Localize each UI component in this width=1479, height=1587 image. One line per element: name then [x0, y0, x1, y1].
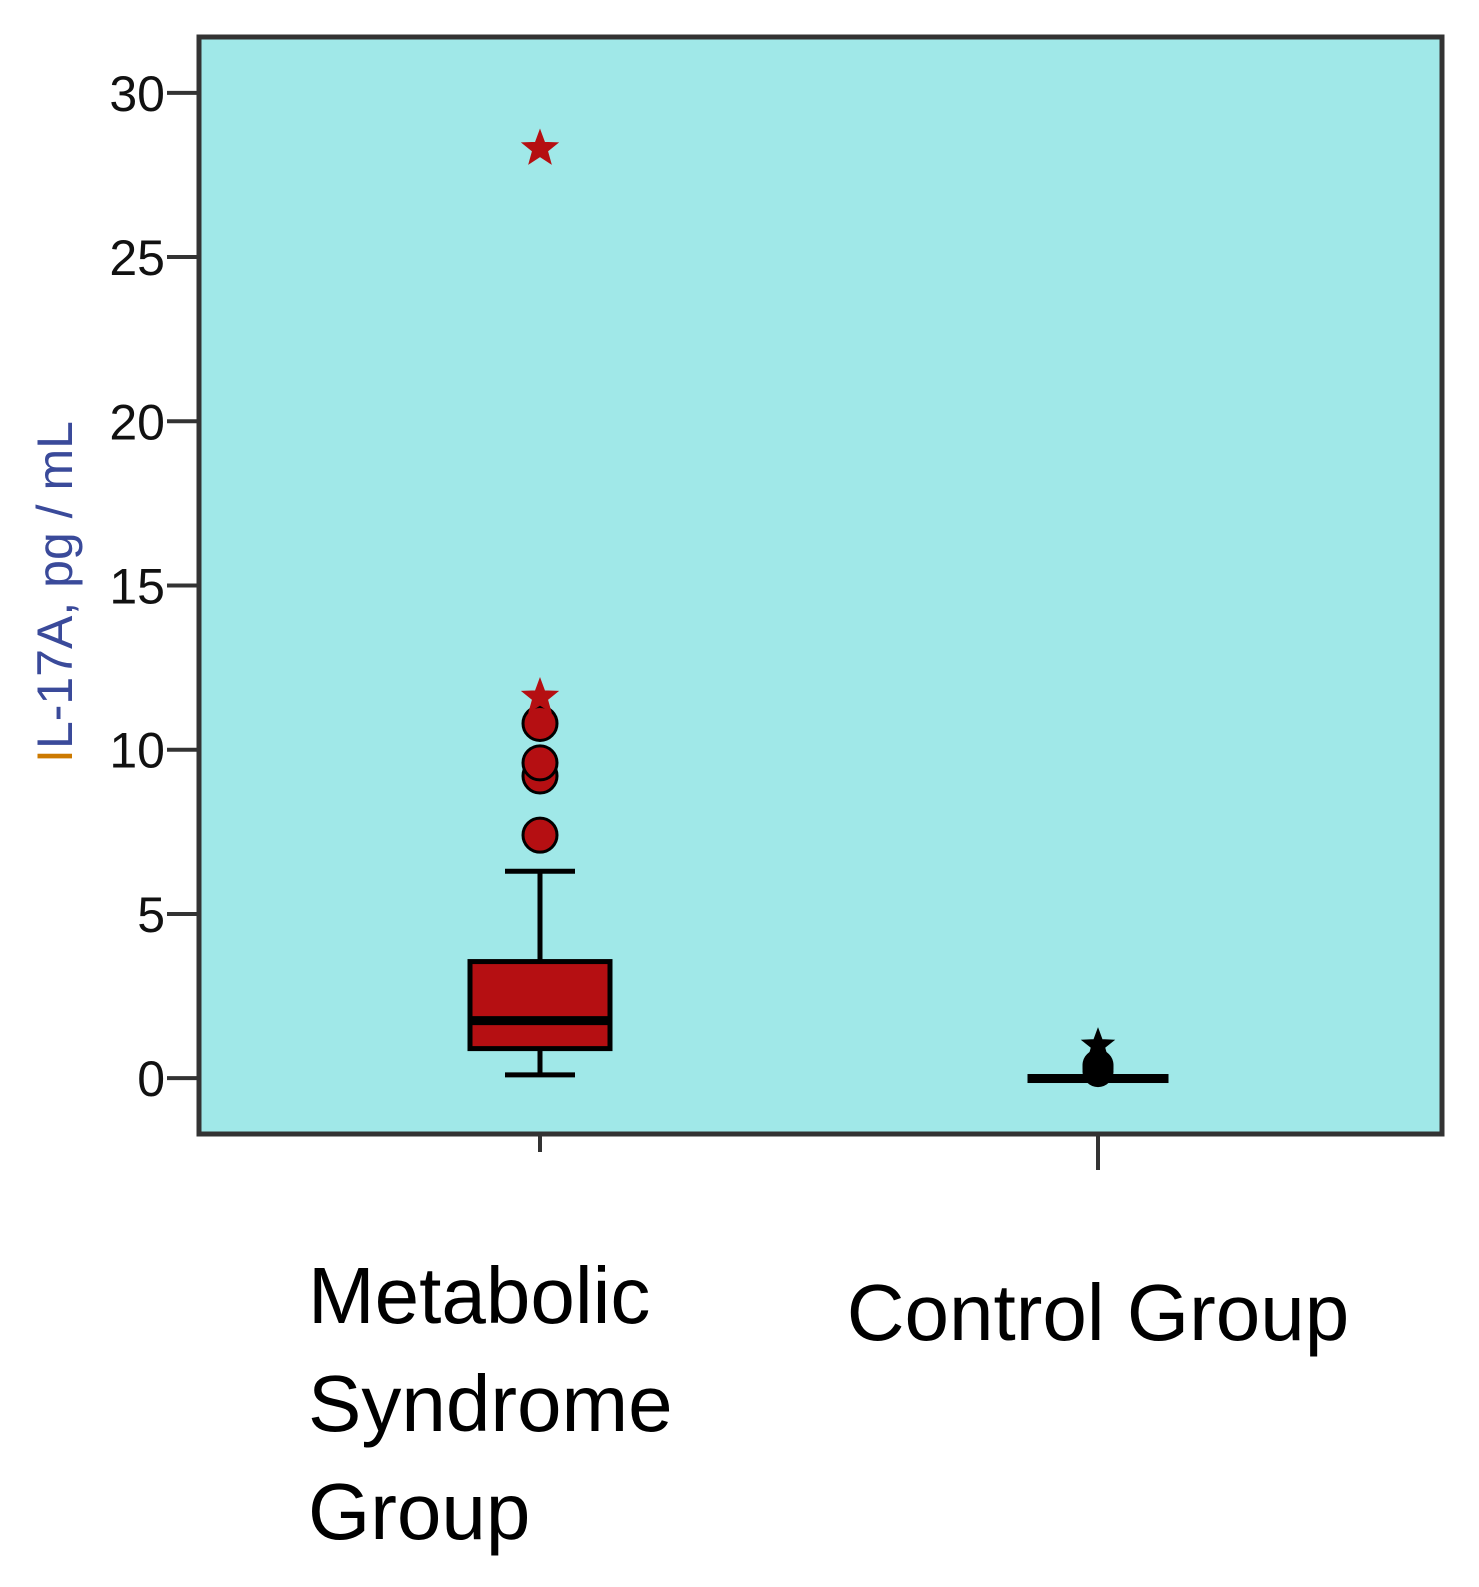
y-axis-label: IL-17A, pg / mL: [27, 421, 83, 763]
x-category-label: Metabolic Syndrome Group: [308, 1251, 673, 1556]
boxes: [467, 128, 1169, 1088]
y-tick-label: 5: [137, 887, 165, 943]
extreme-marker: [520, 128, 560, 165]
y-axis-label-main: L-17A, pg / mL: [27, 421, 83, 749]
y-tick-label: 15: [109, 559, 165, 615]
box-group: [1027, 1027, 1169, 1088]
outlier-point: [521, 816, 559, 854]
y-tick-label: 25: [109, 230, 165, 286]
x-category-label: Control Group: [847, 1268, 1349, 1357]
iqr-box: [467, 959, 613, 1052]
outlier-point: [521, 744, 559, 782]
outlier-point: [521, 704, 559, 742]
box-group: [467, 128, 613, 1078]
y-tick-label: 10: [109, 723, 165, 779]
y-tick-label: 20: [109, 394, 165, 450]
extreme-marker: [520, 677, 560, 714]
x-category-label-line: Metabolic: [308, 1251, 650, 1340]
plot-area: [196, 34, 1445, 1137]
x-axis: Metabolic Syndrome Group Control Group: [308, 1136, 1349, 1556]
x-category-label-line: Group: [308, 1467, 530, 1556]
outlier-point: [1082, 1049, 1114, 1081]
y-tick-label: 0: [137, 1051, 165, 1107]
x-category-label-line: Syndrome: [308, 1359, 673, 1448]
y-axis-label-prefix: I: [27, 749, 83, 763]
extreme-marker: [1080, 1027, 1116, 1061]
y-axis: 0 5 10 15 20 25 30: [109, 66, 199, 1107]
y-tick-label: 30: [109, 66, 165, 122]
